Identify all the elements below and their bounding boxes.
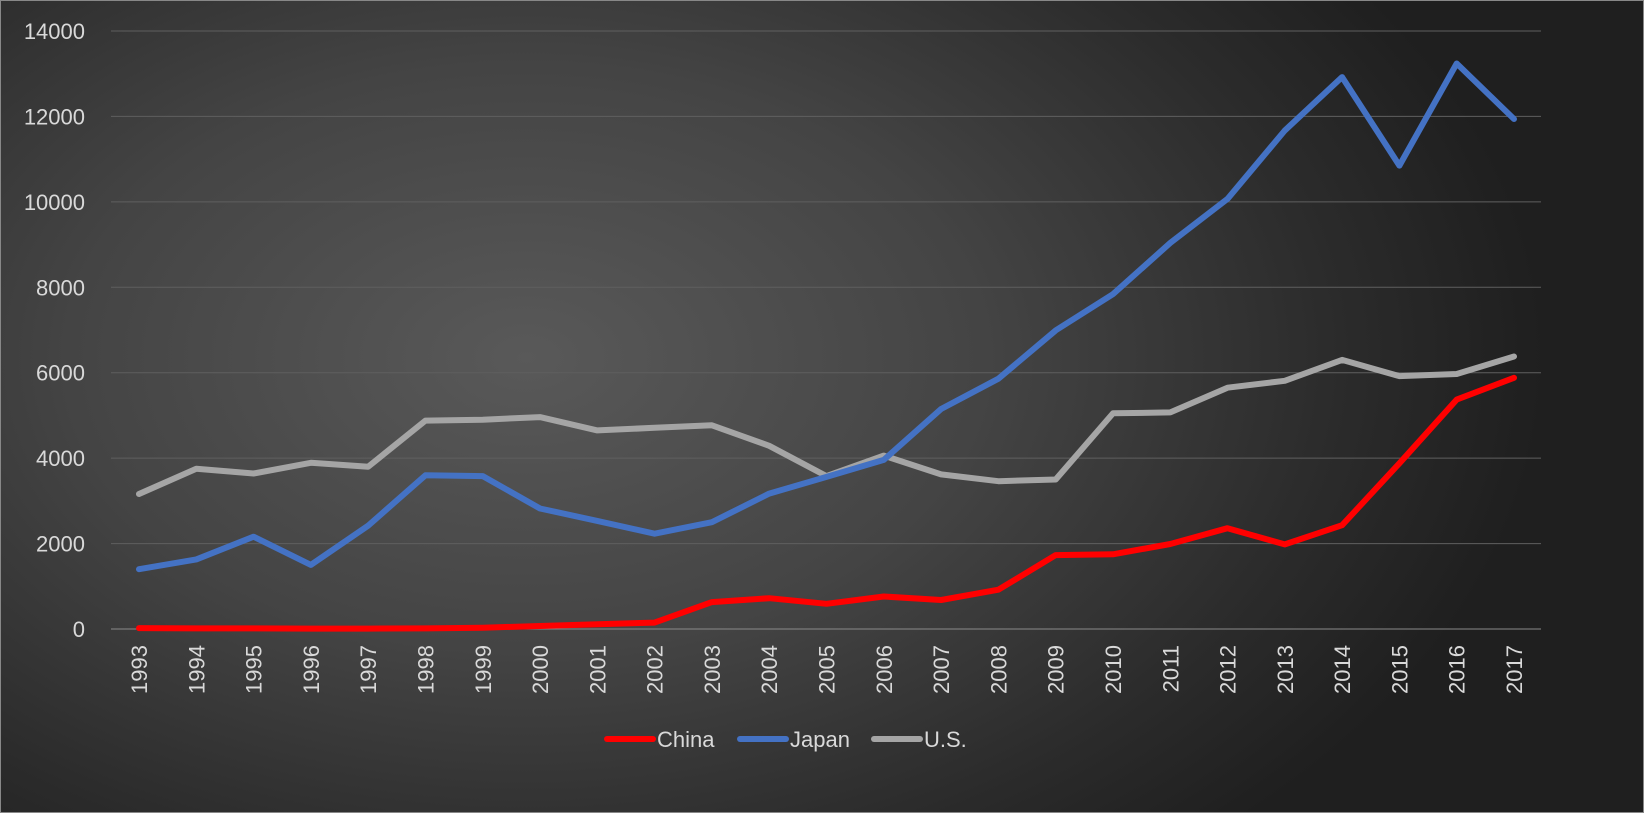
series-lines	[136, 60, 1517, 632]
x-tick-label: 2013	[1273, 645, 1298, 694]
x-tick-label: 2006	[872, 645, 897, 694]
x-tick-label: 2007	[929, 645, 954, 694]
y-axis-ticks: 0 2000 4000 6000 8000 10000 12000 14000	[24, 19, 85, 642]
x-tick-label: 2011	[1158, 645, 1183, 692]
y-tick-label: 2000	[36, 532, 85, 557]
legend-label-u-s: U.S.	[924, 727, 967, 752]
series-line-japan	[136, 60, 1517, 573]
x-tick-label: 2004	[757, 645, 782, 694]
x-tick-label: 2002	[643, 645, 668, 694]
x-tick-label: 1998	[413, 645, 438, 694]
y-tick-label: 14000	[24, 19, 85, 44]
x-axis-ticks: 1993 1994 1995 1996 1997 1998 1999 2000 2001 2002…	[127, 645, 1527, 694]
x-tick-label: 2005	[815, 645, 840, 694]
x-tick-label: 2001	[585, 645, 610, 694]
x-tick-label: 2003	[700, 645, 725, 694]
legend: China Japan U.S.	[604, 727, 967, 752]
y-tick-label: 6000	[36, 361, 85, 386]
y-tick-label: 10000	[24, 190, 85, 215]
y-tick-label: 4000	[36, 446, 85, 471]
gridlines	[111, 30, 1541, 630]
x-tick-label: 2012	[1216, 645, 1241, 694]
x-tick-label: 1996	[299, 645, 324, 694]
x-tick-label: 1997	[356, 645, 381, 694]
y-tick-label: 12000	[24, 104, 85, 129]
x-tick-label: 2008	[986, 645, 1011, 694]
y-tick-label: 0	[73, 617, 85, 642]
x-tick-label: 2010	[1101, 645, 1126, 694]
legend-label-china: China	[657, 727, 715, 752]
series-line-u-s	[136, 353, 1517, 497]
y-tick-label: 8000	[36, 275, 85, 300]
x-tick-label: 2015	[1387, 645, 1412, 694]
x-tick-label: 1994	[184, 645, 209, 694]
x-tick-label: 2000	[528, 645, 553, 694]
x-tick-label: 2016	[1445, 645, 1470, 694]
legend-label-japan: Japan	[790, 727, 850, 752]
x-tick-label: 1999	[471, 645, 496, 694]
x-tick-label: 1993	[127, 645, 152, 694]
series-line-china	[136, 374, 1517, 632]
x-tick-label: 2017	[1502, 645, 1527, 694]
x-tick-label: 2014	[1330, 645, 1355, 694]
x-tick-label: 2009	[1044, 645, 1069, 694]
x-tick-label: 1995	[242, 645, 267, 694]
